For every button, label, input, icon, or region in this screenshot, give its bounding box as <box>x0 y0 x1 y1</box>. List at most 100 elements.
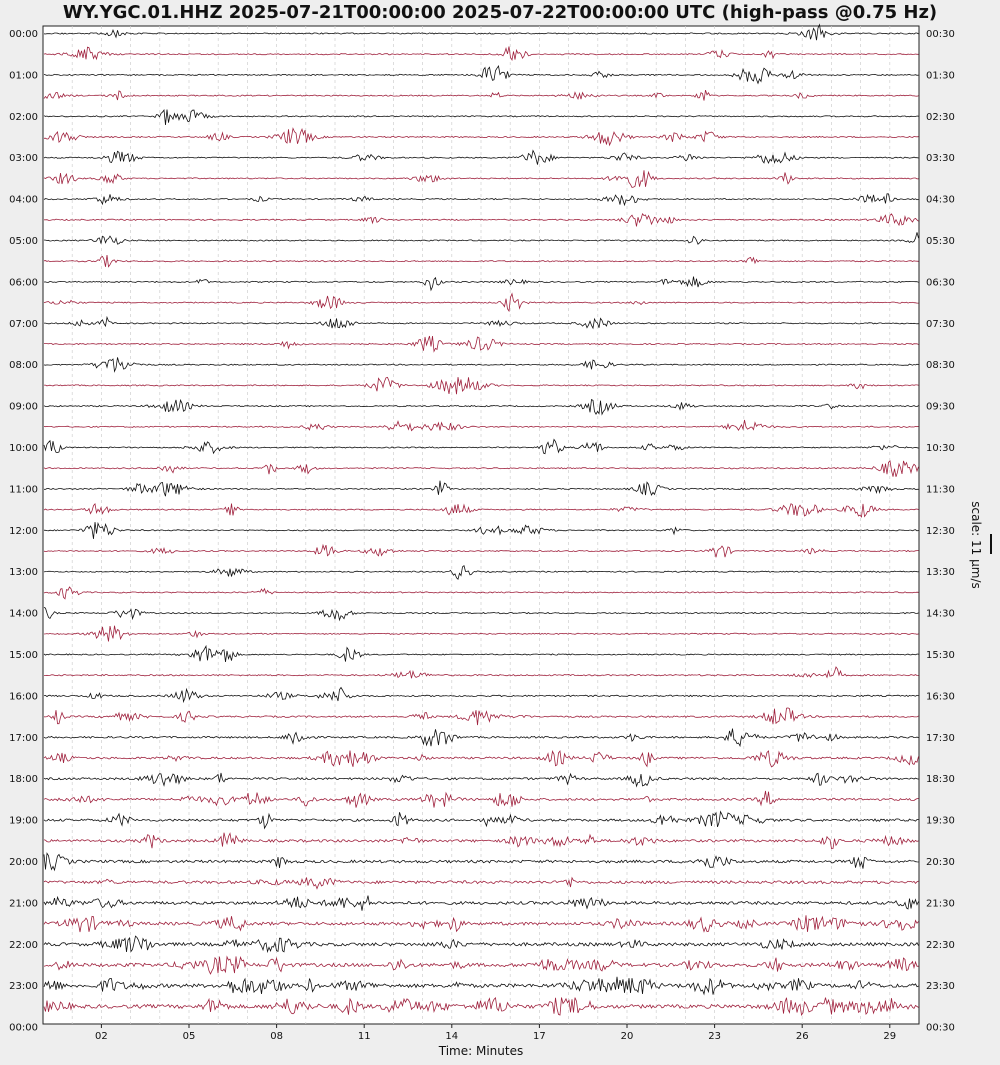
left-hour-label: 17:00 <box>9 733 38 744</box>
x-tick-label: 08 <box>270 1031 283 1042</box>
trace-line <box>43 750 919 768</box>
right-time-labels: 00:30 01:30 02:30 03:30 04:30 05:30 06:30 07:30… <box>926 29 955 1034</box>
trace-line <box>43 64 919 85</box>
x-tick-label: 05 <box>183 1031 196 1042</box>
left-hour-label: 00:00 <box>9 29 38 40</box>
trace-line <box>43 89 919 101</box>
trace-line <box>43 976 919 996</box>
left-hour-label: 07:00 <box>9 319 38 330</box>
right-hour-label: 06:30 <box>926 277 955 288</box>
trace-line <box>43 565 919 580</box>
trace-line <box>43 170 919 188</box>
right-hour-label: 12:30 <box>926 526 955 537</box>
x-axis-ticks: 02 05 08 11 14 17 20 23 26 29 <box>95 1024 896 1042</box>
x-tick-label: 11 <box>358 1031 371 1042</box>
right-hour-label: 00:30 <box>926 29 955 40</box>
trace-line <box>43 810 919 830</box>
trace-line <box>43 398 919 416</box>
left-hour-label: 22:00 <box>9 940 38 951</box>
right-hour-label: 15:30 <box>926 650 955 661</box>
trace-line <box>43 292 919 313</box>
right-hour-label: 00:30 <box>926 1023 955 1034</box>
trace-line <box>43 666 919 679</box>
trace-line <box>43 480 919 497</box>
left-hour-label: 14:00 <box>9 609 38 620</box>
left-hour-label: 18:00 <box>9 774 38 785</box>
right-hour-label: 11:30 <box>926 484 955 495</box>
left-hour-label: 08:00 <box>9 360 38 371</box>
trace-line <box>43 790 919 808</box>
trace-line <box>44 376 919 395</box>
right-hour-label: 14:30 <box>926 609 955 620</box>
right-hour-label: 23:30 <box>926 981 955 992</box>
trace-line <box>44 212 919 227</box>
seismic-traces <box>43 23 919 1016</box>
trace-line <box>43 625 919 642</box>
trace-line <box>43 149 919 165</box>
trace-line <box>43 419 919 432</box>
left-hour-label: 23:00 <box>9 981 38 992</box>
right-hour-label: 17:30 <box>926 733 955 744</box>
left-hour-label: 15:00 <box>9 650 38 661</box>
trace-line <box>43 607 919 622</box>
trace-line <box>43 876 919 890</box>
trace-line <box>43 935 919 954</box>
left-hour-label: 12:00 <box>9 526 38 537</box>
trace-line <box>43 109 919 126</box>
trace-line <box>43 255 919 268</box>
trace-line <box>43 543 919 558</box>
left-hour-label: 13:00 <box>9 567 38 578</box>
trace-line <box>43 686 919 704</box>
trace-line <box>43 955 919 975</box>
left-hour-label: 16:00 <box>9 691 38 702</box>
trace-line <box>43 232 919 245</box>
trace-line <box>43 46 919 61</box>
left-time-labels: 00:00 01:00 02:00 03:00 04:00 05:00 06:00 07:00… <box>9 29 38 1034</box>
chart-title: WY.YGC.01.HHZ 2025-07-21T00:00:00 2025-0… <box>62 2 938 23</box>
left-hour-label: 00:00 <box>9 1023 38 1034</box>
x-tick-label: 17 <box>533 1031 546 1042</box>
left-hour-label: 04:00 <box>9 195 38 206</box>
left-hour-label: 11:00 <box>9 484 38 495</box>
right-hour-label: 13:30 <box>926 567 955 578</box>
scale-label: scale: 11 µm/s <box>969 501 983 589</box>
trace-line <box>43 997 919 1016</box>
trace-line <box>43 707 919 726</box>
trace-line <box>43 276 919 292</box>
left-hour-label: 05:00 <box>9 236 38 247</box>
right-hour-label: 07:30 <box>926 319 955 330</box>
trace-line <box>43 852 919 872</box>
x-tick-label: 29 <box>883 1031 896 1042</box>
x-tick-label: 20 <box>621 1031 634 1042</box>
x-tick-label: 14 <box>445 1031 458 1042</box>
trace-line <box>43 193 919 207</box>
right-hour-label: 01:30 <box>926 70 955 81</box>
right-hour-label: 20:30 <box>926 857 955 868</box>
trace-line <box>44 335 919 353</box>
left-hour-label: 06:00 <box>9 277 38 288</box>
right-hour-label: 04:30 <box>926 195 955 206</box>
left-hour-label: 10:00 <box>9 443 38 454</box>
trace-line <box>44 315 919 330</box>
right-hour-label: 10:30 <box>926 443 955 454</box>
trace-line <box>43 832 919 850</box>
trace-line <box>43 644 919 663</box>
trace-line <box>43 728 919 748</box>
trace-line <box>43 915 919 933</box>
x-tick-label: 02 <box>95 1031 108 1042</box>
right-hour-label: 09:30 <box>926 402 955 413</box>
right-hour-label: 03:30 <box>926 153 955 164</box>
trace-line <box>43 521 919 539</box>
x-tick-label: 23 <box>708 1031 721 1042</box>
left-hour-label: 03:00 <box>9 153 38 164</box>
left-hour-label: 02:00 <box>9 112 38 123</box>
trace-line <box>43 357 919 373</box>
left-hour-label: 19:00 <box>9 816 38 827</box>
trace-line <box>43 460 919 477</box>
trace-line <box>43 23 919 41</box>
right-hour-label: 02:30 <box>926 112 955 123</box>
trace-line <box>43 127 919 147</box>
x-axis-title: Time: Minutes <box>438 1044 523 1058</box>
trace-line <box>43 772 919 788</box>
